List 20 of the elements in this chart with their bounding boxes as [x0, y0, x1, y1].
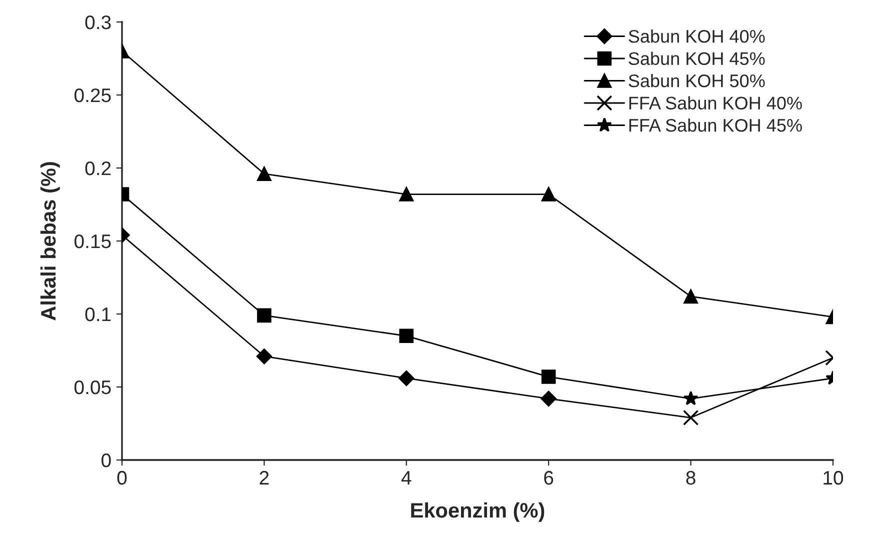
y-tick-label: 0	[102, 453, 111, 468]
y-tick-label: 0.05	[74, 380, 111, 394]
x-tick-label: 6	[544, 470, 554, 485]
x-tick-label: 0	[117, 470, 127, 485]
legend-label: Sabun KOH 40%	[628, 29, 765, 43]
y-tick-label: 0.3	[85, 15, 111, 30]
x-tick-label: 4	[401, 471, 412, 485]
x-tick-label: 10	[824, 470, 844, 485]
y-axis-title: Alkali bebas (%)	[40, 162, 60, 320]
legend-label: FFA Sabun KOH 45%	[629, 118, 802, 132]
legend-label: FFA Sabun KOH 40%	[629, 96, 802, 110]
y-tick-label: 0.1	[85, 307, 111, 322]
x-tick-label: 2	[260, 470, 269, 485]
x-axis-title: Ekoenzim (%)	[411, 502, 544, 522]
y-tick-label: 0.25	[74, 88, 111, 102]
legend-label: Sabun KOH 45%	[628, 52, 765, 65]
y-tick-label: 0.15	[74, 234, 111, 248]
y-tick-label: 0.2	[85, 161, 111, 176]
x-tick-label: 8	[686, 470, 696, 485]
legend-label: Sabun KOH 50%	[628, 74, 765, 88]
